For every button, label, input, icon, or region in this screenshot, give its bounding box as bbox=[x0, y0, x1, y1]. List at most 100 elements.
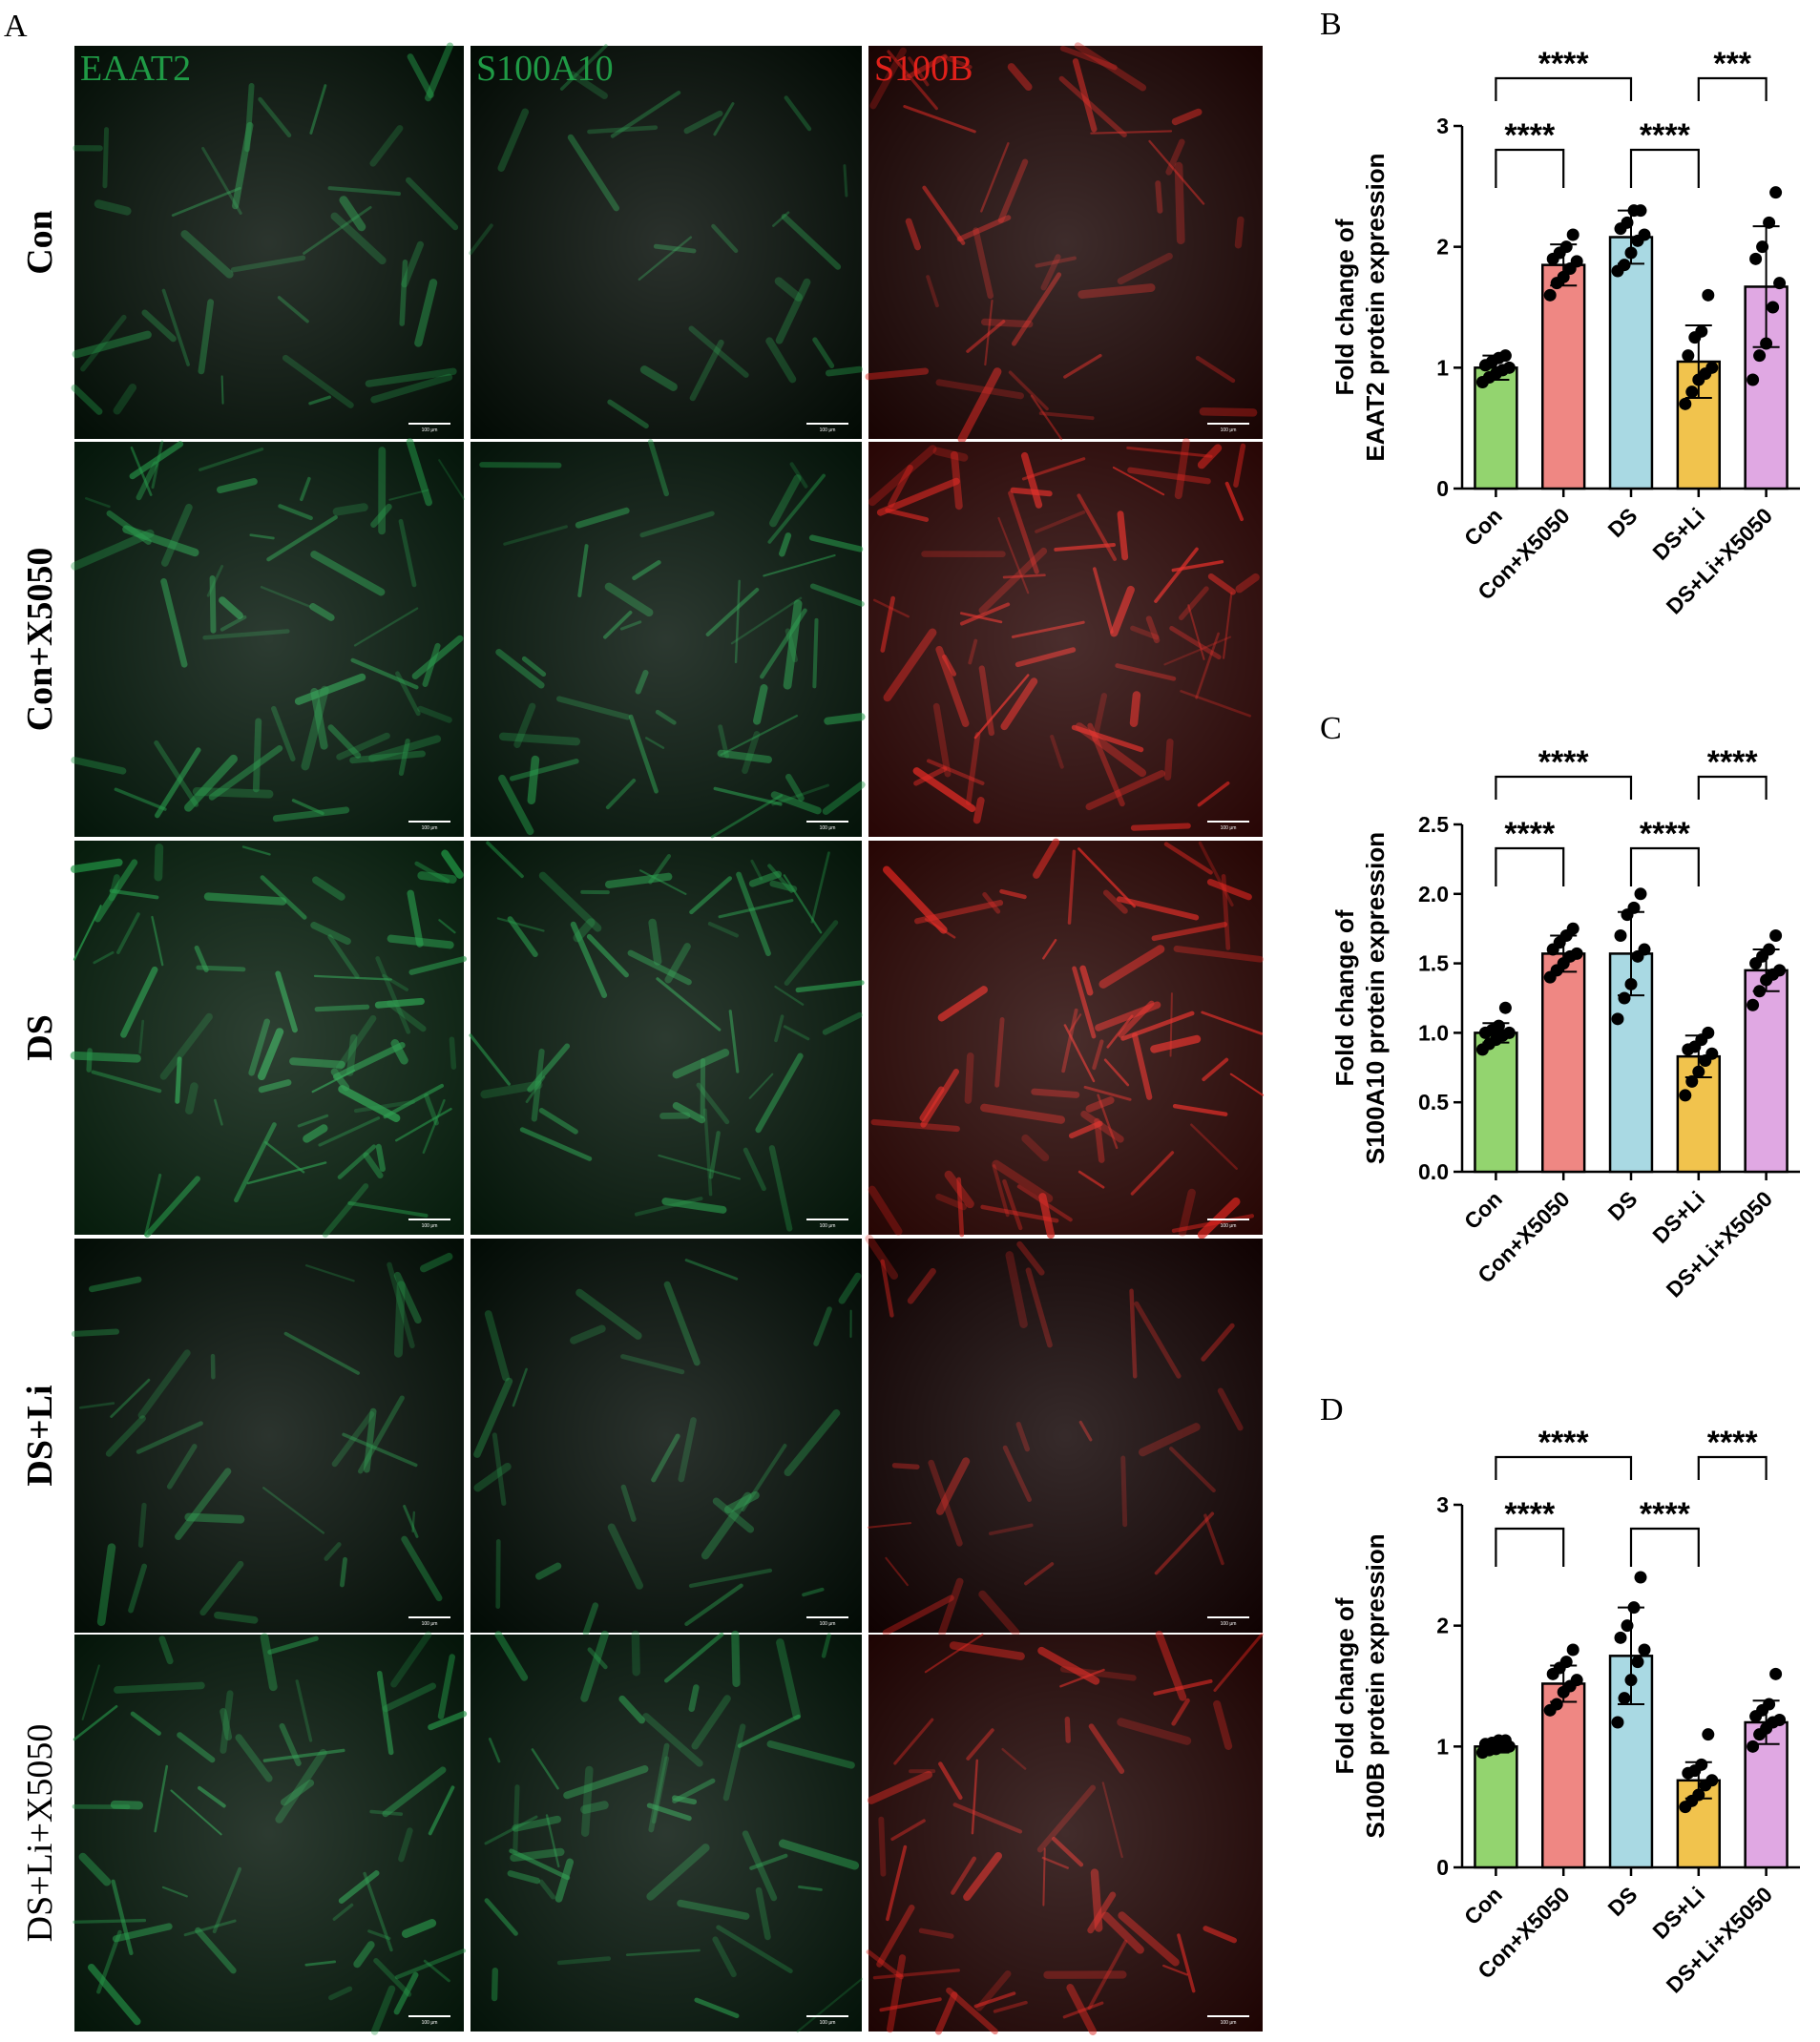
error-bar bbox=[1482, 1740, 1510, 1754]
x-tick-label: DS+Li bbox=[1647, 1882, 1709, 1944]
error-bar bbox=[1684, 324, 1712, 399]
error-bar bbox=[1550, 243, 1578, 287]
data-point bbox=[1747, 1740, 1760, 1753]
row-label: Con+X5050 bbox=[20, 548, 60, 732]
y-tick-label: 1.5 bbox=[1418, 951, 1449, 976]
scale-bar-label: 100 μm bbox=[422, 825, 438, 831]
significance-bracket bbox=[1697, 775, 1768, 800]
data-point bbox=[1638, 228, 1651, 241]
micrograph: 100 μm bbox=[469, 44, 863, 439]
data-point bbox=[1634, 887, 1647, 901]
y-tick-label: 2 bbox=[1436, 1614, 1449, 1638]
scale-bar-label: 100 μm bbox=[1221, 825, 1237, 831]
data-point bbox=[1682, 349, 1695, 363]
data-point bbox=[1702, 1026, 1715, 1039]
error-bar bbox=[1684, 1034, 1712, 1078]
significance-bracket bbox=[1697, 1455, 1768, 1480]
data-point bbox=[1570, 255, 1583, 268]
y-tick-label: 2.5 bbox=[1418, 812, 1449, 837]
data-point bbox=[1705, 361, 1719, 374]
data-point bbox=[1502, 1026, 1516, 1039]
data-point bbox=[1559, 240, 1573, 254]
significance-bracket bbox=[1495, 775, 1633, 800]
scale-bar-label: 100 μm bbox=[422, 1223, 438, 1229]
micrograph: 100 μm bbox=[471, 1239, 862, 1636]
error-bar bbox=[1550, 934, 1578, 973]
scale-bar-label: 100 μm bbox=[820, 427, 836, 433]
micrograph-glow bbox=[74, 46, 464, 439]
error-bar bbox=[1752, 948, 1780, 992]
data-point bbox=[1618, 991, 1631, 1005]
data-point bbox=[1747, 998, 1760, 1011]
significance-label: **** bbox=[1707, 1425, 1759, 1461]
data-point bbox=[1773, 1713, 1787, 1726]
panel-letter: B bbox=[1320, 7, 1342, 42]
data-point bbox=[1566, 922, 1579, 935]
micrograph: 100 μm bbox=[72, 1631, 468, 2035]
micrograph-glow bbox=[74, 1635, 464, 2032]
scale-bar-label: 100 μm bbox=[820, 825, 836, 831]
y-tick-label: 0.5 bbox=[1418, 1090, 1449, 1115]
data-point bbox=[1498, 1001, 1512, 1014]
scale-bar-label: 100 μm bbox=[422, 1621, 438, 1627]
micrograph: 100 μm bbox=[71, 438, 466, 837]
y-tick-label: 1.0 bbox=[1418, 1020, 1449, 1045]
data-point bbox=[1679, 397, 1692, 410]
micrograph-glow bbox=[74, 442, 464, 837]
error-bar bbox=[1752, 1699, 1780, 1745]
data-point bbox=[1492, 1019, 1505, 1032]
error-bar bbox=[1482, 354, 1510, 381]
row-label: DS+Li bbox=[20, 1385, 60, 1486]
micrograph-glow bbox=[471, 1635, 862, 2032]
data-point bbox=[1618, 259, 1631, 272]
x-tick-label: Con bbox=[1459, 503, 1507, 551]
significance-label: **** bbox=[1538, 744, 1590, 781]
panel-letter: C bbox=[1320, 711, 1342, 746]
micrograph: 100 μm bbox=[471, 1630, 864, 2033]
data-point bbox=[1550, 1698, 1563, 1711]
data-point bbox=[1767, 301, 1780, 314]
data-point bbox=[1773, 964, 1787, 977]
data-point bbox=[1769, 928, 1783, 942]
micrograph-glow bbox=[471, 442, 862, 837]
scale-bar-label: 100 μm bbox=[1221, 2020, 1237, 2026]
data-point bbox=[1773, 277, 1787, 290]
scale-bar-label: 100 μm bbox=[1221, 427, 1237, 433]
micrograph-glow bbox=[868, 442, 1263, 837]
y-axis-label: Fold change of bbox=[1330, 909, 1359, 1086]
y-tick-label: 0 bbox=[1436, 476, 1449, 501]
data-point bbox=[1618, 1692, 1631, 1705]
micrograph: 100 μm bbox=[471, 439, 866, 839]
micrograph: 100 μm bbox=[469, 841, 865, 1235]
data-point bbox=[1611, 1012, 1624, 1026]
data-point bbox=[1702, 1728, 1715, 1741]
data-point bbox=[1695, 324, 1708, 338]
data-point bbox=[1502, 361, 1516, 374]
x-tick-label: DS+Li bbox=[1647, 503, 1709, 565]
row-label: DS bbox=[20, 1014, 60, 1061]
row-label: DS+Li+X5050 bbox=[20, 1724, 60, 1943]
data-point bbox=[1614, 928, 1627, 942]
significance-bracket bbox=[1495, 846, 1565, 886]
data-point bbox=[1638, 1643, 1651, 1657]
data-point bbox=[1705, 1047, 1719, 1060]
scale-bar-label: 100 μm bbox=[422, 2020, 438, 2026]
scale-bar-label: 100 μm bbox=[422, 427, 438, 433]
micrograph-glow bbox=[74, 841, 464, 1235]
bar bbox=[1541, 263, 1586, 490]
micrograph-glow bbox=[868, 1635, 1263, 2032]
micrograph-glow bbox=[868, 1239, 1263, 1633]
significance-bracket bbox=[1629, 1527, 1700, 1567]
micrograph: 100 μm bbox=[868, 838, 1265, 1240]
micrograph-glow bbox=[471, 841, 862, 1235]
significance-label: **** bbox=[1504, 1496, 1556, 1532]
data-point bbox=[1679, 1089, 1692, 1102]
micrograph: 100 μm bbox=[868, 438, 1263, 837]
data-point bbox=[1638, 943, 1651, 956]
y-axis-label: Fold change of bbox=[1330, 219, 1359, 395]
data-point bbox=[1753, 349, 1767, 363]
x-tick-label: DS bbox=[1603, 1882, 1642, 1921]
error-bar bbox=[1618, 1606, 1644, 1705]
significance-bracket bbox=[1697, 76, 1768, 101]
